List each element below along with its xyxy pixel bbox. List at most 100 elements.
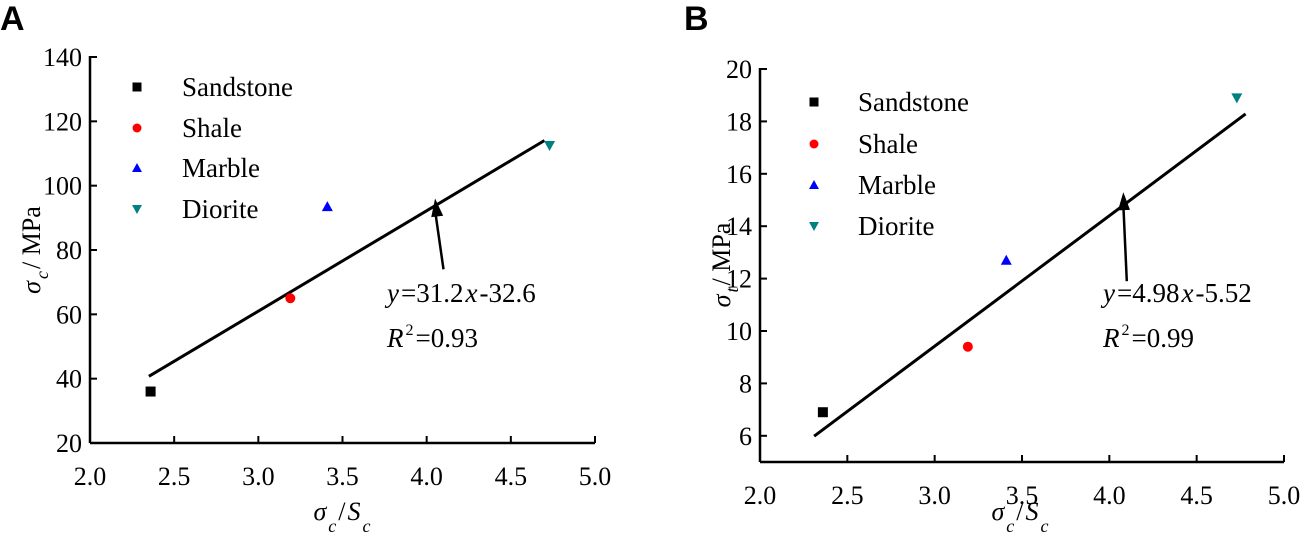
x-tick-label: 4.5 — [495, 462, 528, 491]
legend-label: Shale — [182, 113, 242, 143]
data-point-diorite — [544, 140, 556, 151]
legend-label: Sandstone — [858, 87, 969, 117]
arrow-head-icon — [1118, 192, 1131, 211]
x-tick-label: 2.0 — [744, 481, 777, 510]
legend-marker-shale — [809, 139, 819, 149]
y-tick-label: 140 — [43, 43, 82, 72]
y-tick-label: 80 — [56, 236, 82, 265]
x-label-slash: / — [338, 497, 346, 526]
eq-coef: =4.98 — [1117, 278, 1179, 308]
data-point-diorite — [1231, 93, 1243, 104]
r-symbol: R — [1102, 323, 1120, 353]
legend-label: Diorite — [182, 194, 258, 224]
r-squared: R 2 =0.99 — [1102, 322, 1194, 353]
x-tick-label: 3.5 — [326, 462, 359, 491]
legend-label: Sandstone — [182, 72, 293, 102]
r-superscript: 2 — [406, 322, 414, 339]
legend-marker-sandstone — [132, 82, 142, 92]
x-label-s: S — [348, 497, 361, 526]
y-tick-label: 16 — [726, 160, 752, 189]
eq-x: x — [1180, 278, 1193, 308]
y-label-unit: / MPa — [17, 206, 46, 269]
y-tick-label: 10 — [726, 317, 752, 346]
y-label-subscript: t — [722, 287, 742, 293]
eq-intercept: -5.52 — [1195, 278, 1251, 308]
x-tick-label: 5.0 — [579, 462, 612, 491]
arrow-head-icon — [431, 198, 444, 218]
r-squared: R 2 =0.93 — [386, 322, 478, 353]
annotation-arrow — [1122, 204, 1129, 282]
x-tick-label: 4.0 — [410, 462, 443, 491]
r-value: =0.93 — [416, 323, 478, 353]
x-label-sigma: σ — [991, 497, 1005, 526]
legend-marker-marble — [132, 163, 142, 173]
eq-y: y — [384, 278, 399, 308]
x-label-slash: / — [1016, 497, 1024, 526]
y-tick-label: 12 — [726, 265, 752, 294]
y-label-sigma: σ — [17, 280, 46, 294]
x-tick-label: 4.5 — [1180, 481, 1213, 510]
legend-marker-shale — [132, 123, 142, 133]
y-tick-label: 8 — [739, 369, 752, 398]
eq-intercept: -32.6 — [479, 278, 535, 308]
x-label-subscript: c — [363, 516, 371, 536]
r-symbol: R — [386, 323, 404, 353]
y-tick-label: 20 — [56, 429, 82, 458]
x-tick-label: 2.0 — [74, 462, 107, 491]
legend-label: Marble — [858, 170, 936, 200]
y-tick-label: 100 — [43, 172, 82, 201]
x-tick-label: 4.0 — [1093, 481, 1126, 510]
legend-marker-diorite — [132, 204, 142, 214]
data-point-sandstone — [817, 407, 828, 418]
data-point-marble — [1000, 254, 1012, 265]
x-tick-label: 2.5 — [158, 462, 191, 491]
x-label-subscript: c — [328, 516, 336, 536]
x-label-sigma: σ — [313, 497, 327, 526]
x-tick-label: 2.5 — [831, 481, 864, 510]
y-tick-label: 6 — [739, 422, 752, 451]
data-point-marble — [321, 201, 333, 212]
y-tick-label: 14 — [726, 212, 752, 241]
legend-marker-sandstone — [809, 97, 819, 107]
eq-y: y — [1100, 278, 1115, 308]
panel-label: B — [684, 0, 709, 38]
legend-label: Diorite — [858, 211, 934, 241]
x-tick-label: 3.5 — [1006, 481, 1039, 510]
legend-label: Marble — [182, 153, 260, 183]
y-label-subscript: c — [32, 271, 52, 279]
legend-label: Shale — [858, 129, 918, 159]
chart-panel-a: A 2.0 2.5 3.0 3.5 4.0 4.5 5.0 20 40 60 80 100 120 140 σ… — [0, 0, 611, 536]
eq-x: x — [464, 278, 477, 308]
x-label-subscript: c — [1006, 516, 1014, 536]
y-tick-label: 60 — [56, 300, 82, 329]
data-point-shale — [962, 341, 973, 352]
x-label-s: S — [1026, 497, 1039, 526]
x-label-subscript: c — [1041, 516, 1049, 536]
annotation-arrow — [433, 210, 445, 270]
panel-label: A — [0, 0, 25, 38]
legend-marker-diorite — [809, 221, 819, 231]
y-tick-label: 120 — [43, 107, 82, 136]
fit-line — [813, 112, 1247, 438]
fit-equation: y =4.98 x -5.52 — [1100, 278, 1252, 308]
y-label-unit: / MPa — [707, 222, 736, 285]
x-tick-label: 5.0 — [1268, 481, 1300, 510]
data-point-sandstone — [145, 386, 156, 397]
x-tick-label: 3.0 — [918, 481, 951, 510]
y-label-sigma: σ — [707, 293, 736, 307]
r-superscript: 2 — [1122, 322, 1130, 339]
y-tick-label: 20 — [726, 55, 752, 84]
x-tick-label: 3.0 — [242, 462, 275, 491]
y-tick-label: 40 — [56, 365, 82, 394]
y-axis-label: σt / MPa — [707, 222, 742, 307]
y-tick-label: 18 — [726, 107, 752, 136]
fit-line — [148, 139, 546, 378]
fit-equation: y =31.2 x -32.6 — [384, 278, 536, 308]
data-point-shale — [285, 293, 296, 304]
legend-marker-marble — [809, 180, 819, 190]
eq-coef: =31.2 — [401, 278, 463, 308]
